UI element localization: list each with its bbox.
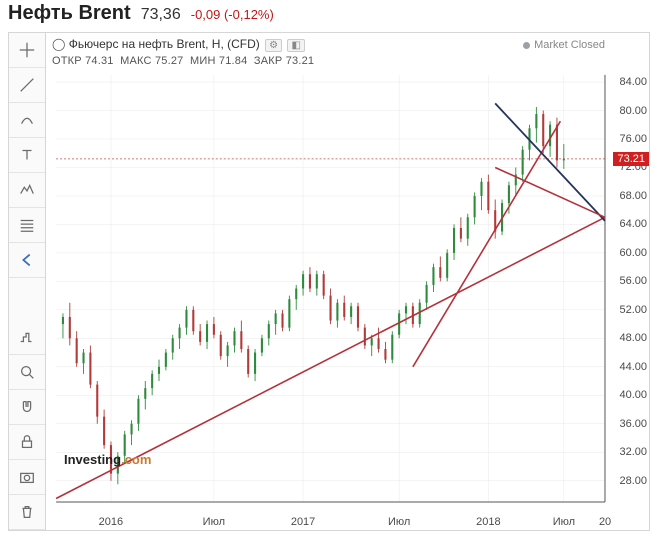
drawing-toolbar	[8, 32, 46, 531]
text-icon[interactable]	[9, 138, 45, 173]
last-price: 73,36	[141, 6, 181, 24]
magnet-icon[interactable]	[9, 390, 45, 425]
brush-icon[interactable]	[9, 103, 45, 138]
current-price-label: 73.21	[613, 152, 649, 166]
back-icon[interactable]	[9, 243, 45, 278]
instrument-title: Нефть Brent	[8, 2, 131, 25]
crosshair-icon[interactable]	[9, 33, 45, 68]
pattern-icon[interactable]	[9, 173, 45, 208]
price-change: -0,09 (-0,12%)	[191, 7, 274, 22]
fib-icon[interactable]	[9, 208, 45, 243]
zoom-icon[interactable]	[9, 355, 45, 390]
camera-icon[interactable]	[9, 460, 45, 495]
measure-icon[interactable]	[9, 320, 45, 355]
trendline-icon[interactable]	[9, 68, 45, 103]
trash-icon[interactable]	[9, 495, 45, 530]
lock-icon[interactable]	[9, 425, 45, 460]
chart-frame: ◯ Фьючерс на нефть Brent, Н, (CFD) ⚙ ◧ О…	[45, 32, 650, 531]
page-header: Нефть Brent 73,36 -0,09 (-0,12%)	[8, 2, 274, 25]
investing-logo: Investing.com	[64, 452, 151, 467]
